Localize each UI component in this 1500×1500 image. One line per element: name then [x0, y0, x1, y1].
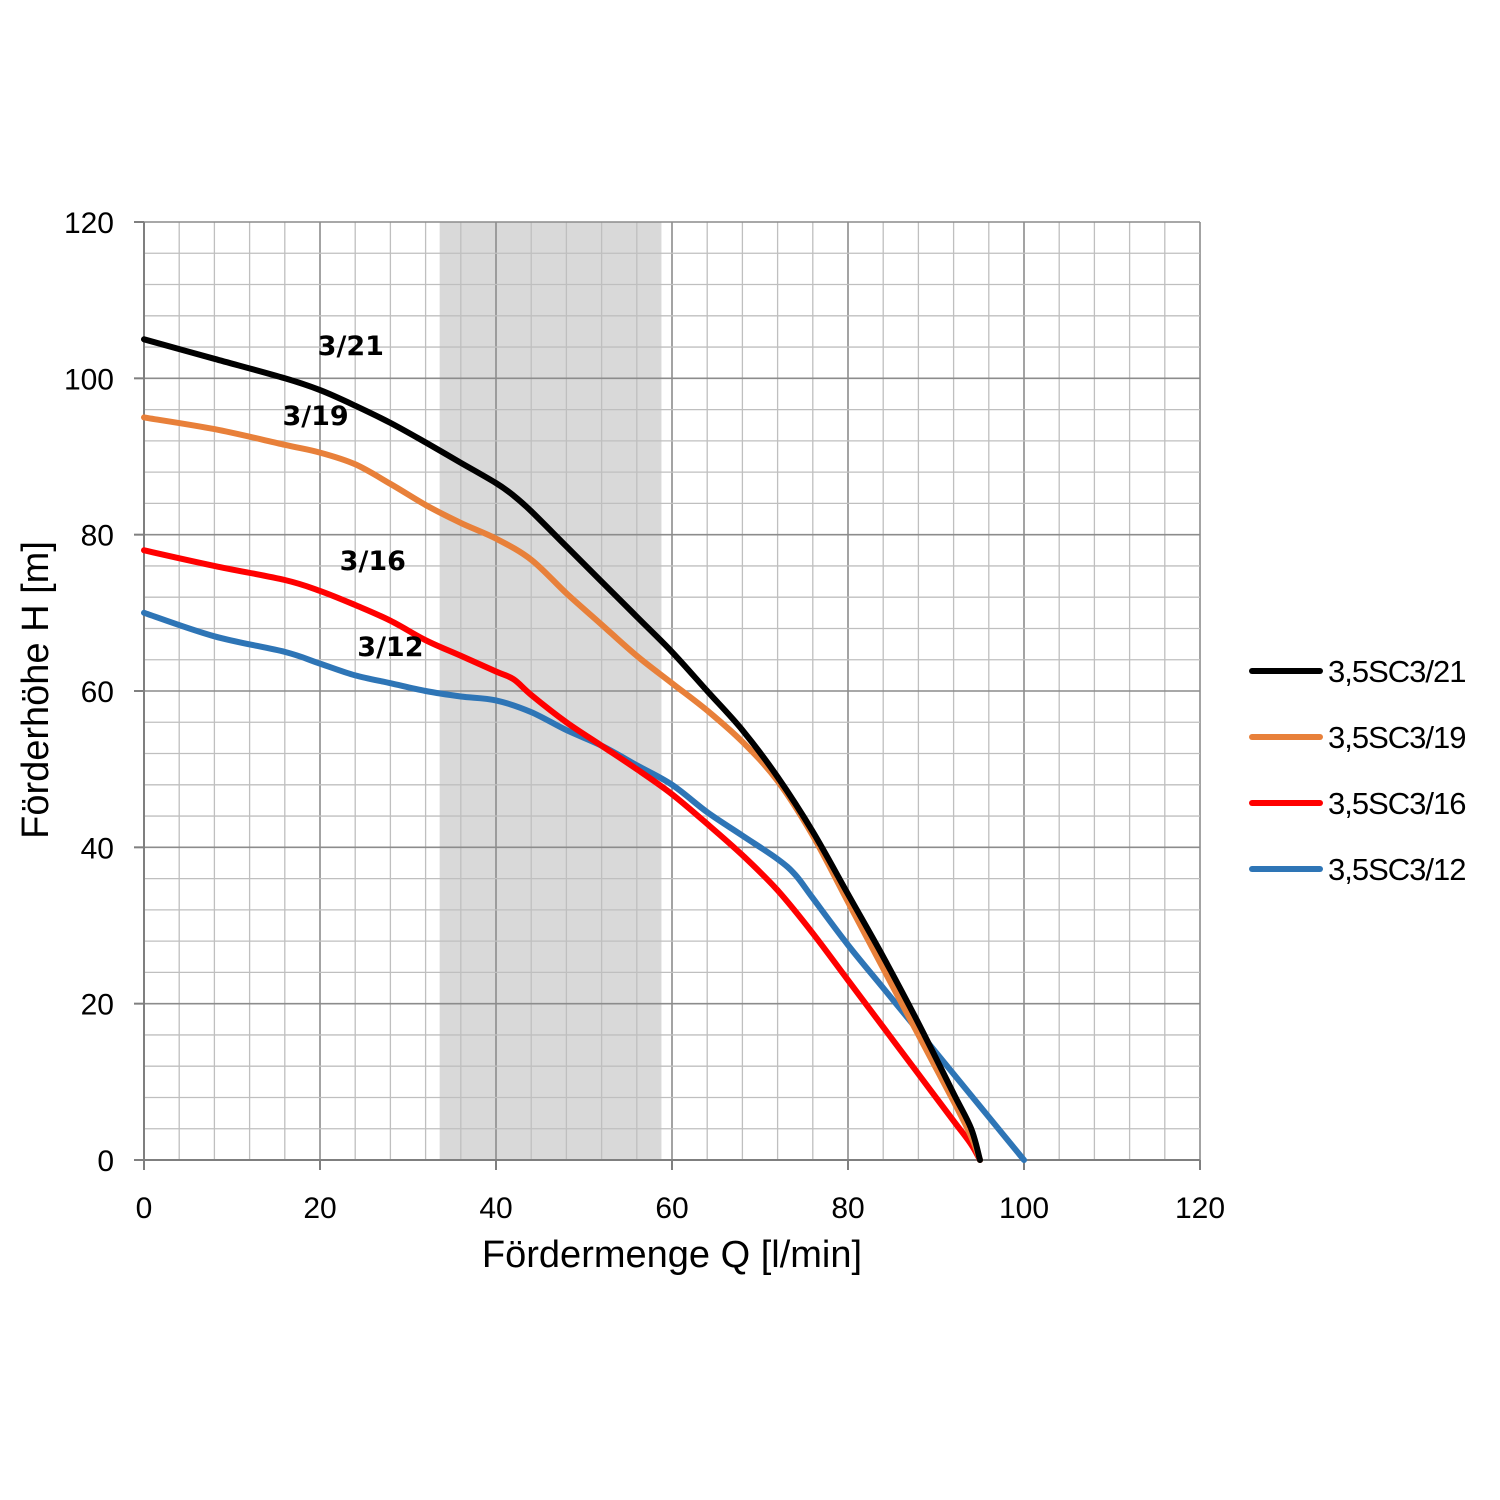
y-tick-label: 0 — [97, 1145, 114, 1178]
legend-label: 3,5SC3/12 — [1328, 852, 1466, 887]
x-tick-label: 100 — [999, 1192, 1049, 1225]
legend: 3,5SC3/21 3,5SC3/19 3,5SC3/16 3,5SC3/12 — [1249, 654, 1467, 887]
curve-label: 3/12 — [357, 632, 423, 663]
x-tick-label: 0 — [136, 1192, 153, 1225]
y-tick-label: 40 — [81, 832, 114, 865]
legend-label: 3,5SC3/19 — [1328, 720, 1466, 755]
curve-label: 3/16 — [340, 546, 406, 577]
curve-label: 3/21 — [318, 331, 384, 362]
y-tick-label: 60 — [81, 676, 114, 709]
series-line-3-21 — [141, 336, 983, 1163]
y-axis-title: Förderhöhe H [m] — [15, 541, 57, 839]
curve-labels: 3/21 3/19 3/16 3/12 — [282, 331, 423, 663]
legend-label: 3,5SC3/16 — [1328, 786, 1466, 821]
curve-label: 3/19 — [282, 401, 348, 432]
series-line-3-16 — [141, 547, 983, 1163]
x-tick-label: 20 — [303, 1192, 336, 1225]
series-lines — [141, 336, 1027, 1163]
y-tick-label: 20 — [81, 989, 114, 1022]
grid — [143, 221, 1201, 1161]
series-line-3-12 — [141, 609, 1027, 1163]
x-axis-title: Fördermenge Q [l/min] — [482, 1234, 862, 1276]
x-tick-label: 120 — [1175, 1192, 1225, 1225]
y-tick-label: 80 — [81, 520, 114, 553]
y-tick-label: 100 — [64, 363, 114, 396]
x-tick-label: 40 — [479, 1192, 512, 1225]
y-tick-label: 120 — [64, 207, 114, 240]
legend-label: 3,5SC3/21 — [1328, 654, 1466, 689]
x-tick-label: 80 — [831, 1192, 864, 1225]
x-tick-label: 60 — [655, 1192, 688, 1225]
series-line-3-19 — [141, 414, 983, 1163]
axes: 0 20 40 60 80 100 120 0 20 40 60 80 100 120 — [64, 207, 1225, 1225]
